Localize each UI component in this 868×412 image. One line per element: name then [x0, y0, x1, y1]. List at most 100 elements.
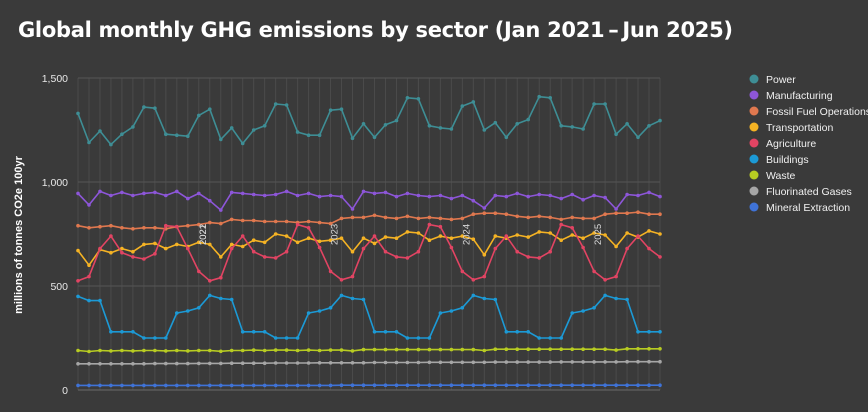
data-point [350, 361, 355, 365]
data-point [98, 348, 102, 353]
data-point [405, 191, 410, 196]
data-point [76, 111, 80, 116]
data-point [438, 193, 443, 198]
data-point [164, 383, 168, 388]
legend-marker [749, 122, 759, 132]
data-point [306, 311, 311, 315]
series-line-fluorinated-gases [78, 360, 660, 365]
data-point [361, 297, 366, 302]
data-point [317, 383, 322, 388]
data-point [317, 309, 322, 313]
data-point [471, 237, 476, 241]
data-point [142, 257, 146, 261]
data-point [219, 255, 223, 259]
data-point [592, 102, 596, 106]
data-point [460, 360, 465, 365]
data-point [614, 211, 618, 215]
data-point [658, 255, 662, 259]
data-point [581, 383, 585, 388]
data-point [537, 383, 541, 388]
data-point [548, 347, 552, 352]
data-point [328, 221, 333, 226]
data-point [197, 383, 201, 388]
data-point [131, 383, 135, 388]
data-point [284, 189, 289, 194]
legend-marker [749, 90, 759, 100]
data-point [449, 309, 454, 313]
data-point [493, 193, 498, 198]
data-point [284, 103, 289, 107]
data-point [471, 100, 476, 104]
data-point [625, 192, 629, 197]
data-point [471, 383, 476, 388]
data-point [153, 336, 157, 340]
data-point [515, 330, 519, 334]
data-point [142, 105, 146, 109]
data-point [76, 348, 80, 353]
data-point [361, 347, 366, 352]
data-point [515, 214, 519, 219]
data-point [219, 137, 223, 142]
data-point [416, 216, 421, 221]
data-point [284, 234, 289, 238]
data-point [350, 296, 355, 301]
data-point [405, 214, 410, 219]
data-point [120, 362, 124, 366]
data-point [284, 383, 289, 388]
data-point [328, 383, 333, 388]
legend-label: Transportation [766, 122, 833, 134]
data-point [240, 361, 245, 366]
data-point [526, 255, 530, 259]
data-point [383, 347, 388, 352]
data-point [98, 129, 102, 133]
data-point [295, 222, 300, 227]
data-point [438, 216, 443, 221]
data-point [186, 223, 190, 228]
data-point [120, 190, 124, 195]
data-point [120, 330, 124, 334]
data-point [339, 107, 344, 111]
data-point [208, 107, 212, 111]
data-point [570, 383, 574, 388]
data-point [153, 190, 157, 195]
data-point [614, 296, 618, 301]
legend-marker [749, 202, 759, 212]
data-point [240, 191, 245, 196]
data-point [460, 216, 465, 221]
data-point [295, 193, 300, 198]
data-point [98, 246, 102, 251]
data-point [76, 191, 80, 196]
data-point [339, 194, 344, 199]
data-point [625, 231, 629, 235]
data-point [515, 191, 519, 196]
data-point [208, 198, 212, 203]
data-point [339, 216, 344, 221]
data-point [87, 383, 91, 388]
data-point [438, 383, 443, 388]
data-point [581, 216, 585, 221]
data-point [109, 362, 113, 366]
data-point [361, 383, 366, 388]
data-point [153, 383, 157, 388]
data-point [592, 231, 596, 235]
data-point [317, 133, 322, 137]
data-point [449, 217, 454, 222]
data-point [328, 108, 333, 112]
data-point [592, 306, 596, 310]
data-point [526, 194, 530, 199]
data-point [208, 242, 212, 247]
data-point [515, 233, 519, 237]
data-point [120, 250, 124, 255]
data-point [460, 347, 465, 352]
data-point [548, 383, 552, 388]
data-point [625, 359, 629, 364]
data-point [504, 135, 509, 140]
data-point [142, 362, 146, 366]
data-point [229, 190, 234, 195]
data-point [175, 189, 179, 194]
data-point [273, 192, 278, 197]
x-year-label: 2025 [593, 224, 604, 245]
y-axis-label: millions of tonnes CO2e 100yr [13, 155, 25, 313]
data-point [273, 361, 278, 365]
